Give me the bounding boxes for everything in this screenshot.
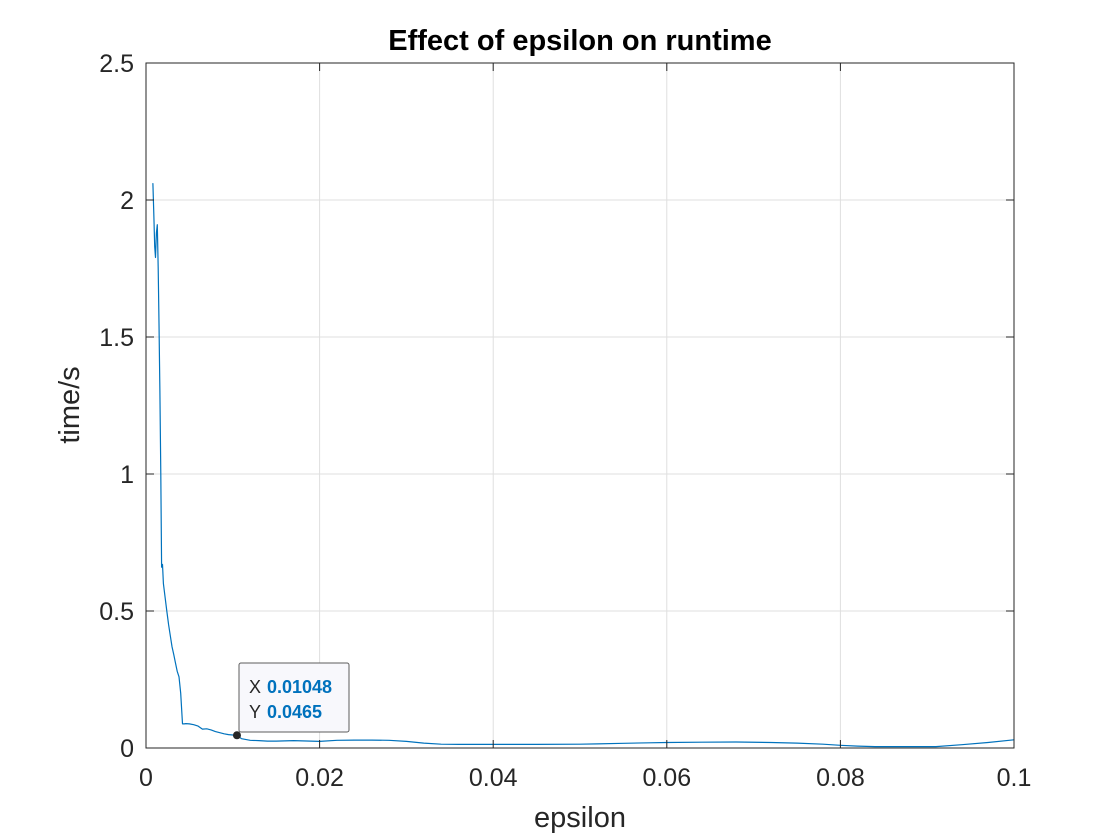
x-tick-label: 0.08 [816, 764, 865, 792]
data-tip-y-key: Y [249, 702, 261, 722]
y-tick-label: 2.5 [99, 50, 134, 78]
series-line [152, 183, 1015, 748]
x-tick-label: 0 [139, 764, 153, 792]
data-tip-box [238, 662, 350, 733]
y-tick-label: 0.5 [99, 598, 134, 626]
x-axis-label: epsilon [534, 802, 626, 834]
axes-box [145, 62, 1015, 749]
y-tick-label: 1 [120, 461, 134, 489]
data-tip-marker [232, 731, 241, 740]
data-tip-x-value: 0.01048 [267, 677, 332, 697]
x-tick-label: 0.06 [642, 764, 691, 792]
axis-ticks: 0 0.02 0.04 0.06 0.08 0.1 0 0.5 1 1.5 2 2.5 [99, 50, 1031, 792]
chart-title: Effect of epsilon on runtime [388, 25, 771, 57]
data-tip[interactable]: X 0.01048 Y 0.0465 [232, 662, 350, 740]
y-axis-label: time/s [54, 366, 86, 443]
y-tick-label: 0 [120, 735, 134, 763]
grid-lines [145, 62, 1015, 749]
x-tick-label: 0.02 [295, 764, 344, 792]
y-tick-label: 2 [120, 187, 134, 215]
y-tick-label: 1.5 [99, 324, 134, 352]
data-tip-y-value: 0.0465 [267, 702, 322, 722]
data-tip-x-key: X [249, 677, 261, 697]
x-tick-label: 0.04 [469, 764, 518, 792]
x-tick-label: 0.1 [997, 764, 1032, 792]
